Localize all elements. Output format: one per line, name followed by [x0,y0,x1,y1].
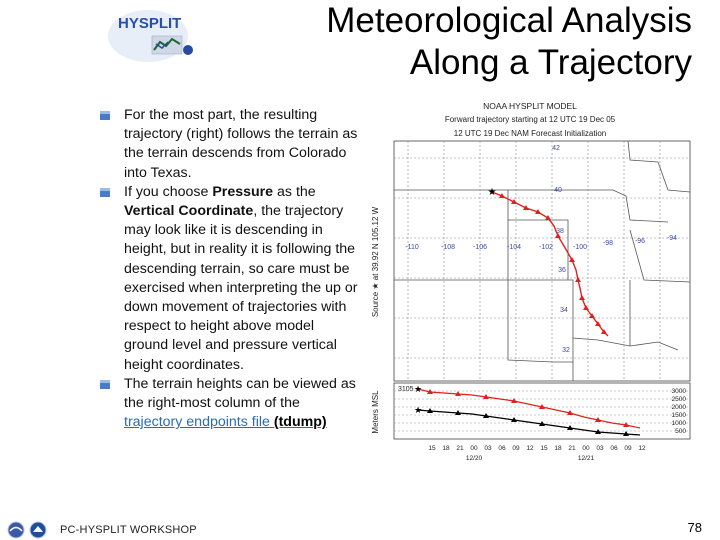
bullet-2-post: , the trajectory may look like it is des… [124,203,358,373]
altitude-left-label: 3105 [398,386,414,393]
figure-title-3: 12 UTC 19 Dec NAM Forecast Initializatio… [454,129,607,138]
time-label: 18 [442,445,450,452]
bullet-item-1: For the most part, the resulting traject… [100,106,362,183]
altitude-label: 2500 [672,396,687,403]
page-number: 78 [687,520,702,535]
bullet-2-bold-pressure: Pressure [212,183,274,200]
time-labels: 15 18 21 00 03 06 09 12 15 18 21 00 03 0… [428,445,646,452]
lon-label: -102 [539,244,553,251]
lat-label: 38 [556,228,564,235]
time-label: 15 [540,445,548,452]
lat-labels: 42 40 38 36 34 32 [552,145,570,354]
footer-logos [7,521,47,539]
footer-text: PC-HYSPLIT WORKSHOP [60,524,197,536]
title-line-1: Meteorological Analysis [326,1,692,40]
lon-labels: -110 -108 -106 -104 -102 -100 -98 -96 -9… [405,235,677,251]
source-star-icon: ★ [488,187,497,198]
lon-label: -94 [667,235,677,242]
bullet-2-pre: If you choose [124,183,213,200]
bullet-item-3: The terrain heights can be viewed as the… [100,375,362,433]
lon-label: -100 [573,244,587,251]
lat-label: 40 [554,187,562,194]
lon-label: -96 [635,238,645,245]
altitude-markers-red [427,389,629,427]
altitude-label: 1000 [672,420,687,427]
time-label: 06 [498,445,506,452]
bullet-1-text: For the most part, the resulting traject… [124,107,358,181]
tdump-link[interactable]: trajectory endpoints file (tdump) [124,414,327,430]
hysplit-logo: HYSPLIT [108,10,193,62]
figure-title-1: NOAA HYSPLIT MODEL [483,101,577,111]
lon-label: -98 [603,240,613,247]
trajectory-figure: NOAA HYSPLIT MODEL Forward trajectory st… [368,100,692,464]
date-labels: 12/20 12/21 [466,455,595,462]
lat-label: 42 [552,145,560,152]
bullet-2-bold-vertical: Vertical Coordinate [124,203,254,220]
time-label: 00 [470,445,478,452]
map-frame [393,140,691,382]
bullet-3-pre: The terrain heights can be viewed as the… [124,375,356,412]
altitude-line-red [417,388,641,429]
map-grid [394,141,690,381]
altitude-label: 2000 [672,404,687,411]
lat-label: 36 [558,267,566,274]
time-label: 09 [512,445,520,452]
time-label: 00 [582,445,590,452]
slide-title: Meteorological Analysis Along a Trajecto… [230,0,692,84]
title-line-2: Along a Trajectory [409,43,692,82]
time-label: 18 [554,445,562,452]
lon-label: -110 [405,244,419,251]
altitude-markers-black [427,408,629,436]
date-label: 12/20 [466,455,483,462]
time-label: 21 [456,445,464,452]
altitude-label: 1500 [672,412,687,419]
altitude-star-icon: ★ [414,385,422,395]
time-label: 03 [596,445,604,452]
bullet-list: For the most part, the resulting traject… [100,106,362,432]
bullet-marker-icon [100,379,110,389]
time-label: 06 [610,445,618,452]
lon-label: -104 [507,244,521,251]
terrain-star-icon: ★ [414,406,422,416]
state-borders [394,140,691,381]
time-label: 21 [568,445,576,452]
lon-label: -106 [473,244,487,251]
lat-label: 32 [562,347,570,354]
time-label: 12 [526,445,534,452]
lat-label: 34 [560,307,568,314]
bullet-item-2: If you choose Pressure as the Vertical C… [100,183,362,375]
logo-text: HYSPLIT [118,15,181,32]
tdump-link-text: trajectory endpoints file [124,414,270,431]
altitude-frame [393,382,691,440]
altitude-right-labels: 3000 2500 2000 1500 1000 500 [672,388,687,435]
map-source-label: Source ★ at 39.92 N 105.12 W [371,206,380,317]
figure-title-2: Forward trajectory starting at 12 UTC 19… [445,115,616,124]
noaa-logo-icon [7,521,25,539]
bullet-marker-icon [100,111,110,120]
altitude-label: 500 [675,428,686,435]
time-label: 09 [624,445,632,452]
bullet-2-mid: as the [273,183,316,200]
tdump-link-bold: (tdump) [273,414,327,431]
date-label: 12/21 [578,455,595,462]
lon-label: -108 [441,244,455,251]
trajectory-path: ★ [488,187,609,337]
altitude-line-black [417,409,641,436]
time-label: 15 [428,445,436,452]
altitude-axis-label: Meters MSL [371,390,380,434]
bullet-marker-icon [100,187,110,197]
altitude-label: 3000 [672,388,687,395]
time-label: 12 [638,445,646,452]
time-label: 03 [484,445,492,452]
